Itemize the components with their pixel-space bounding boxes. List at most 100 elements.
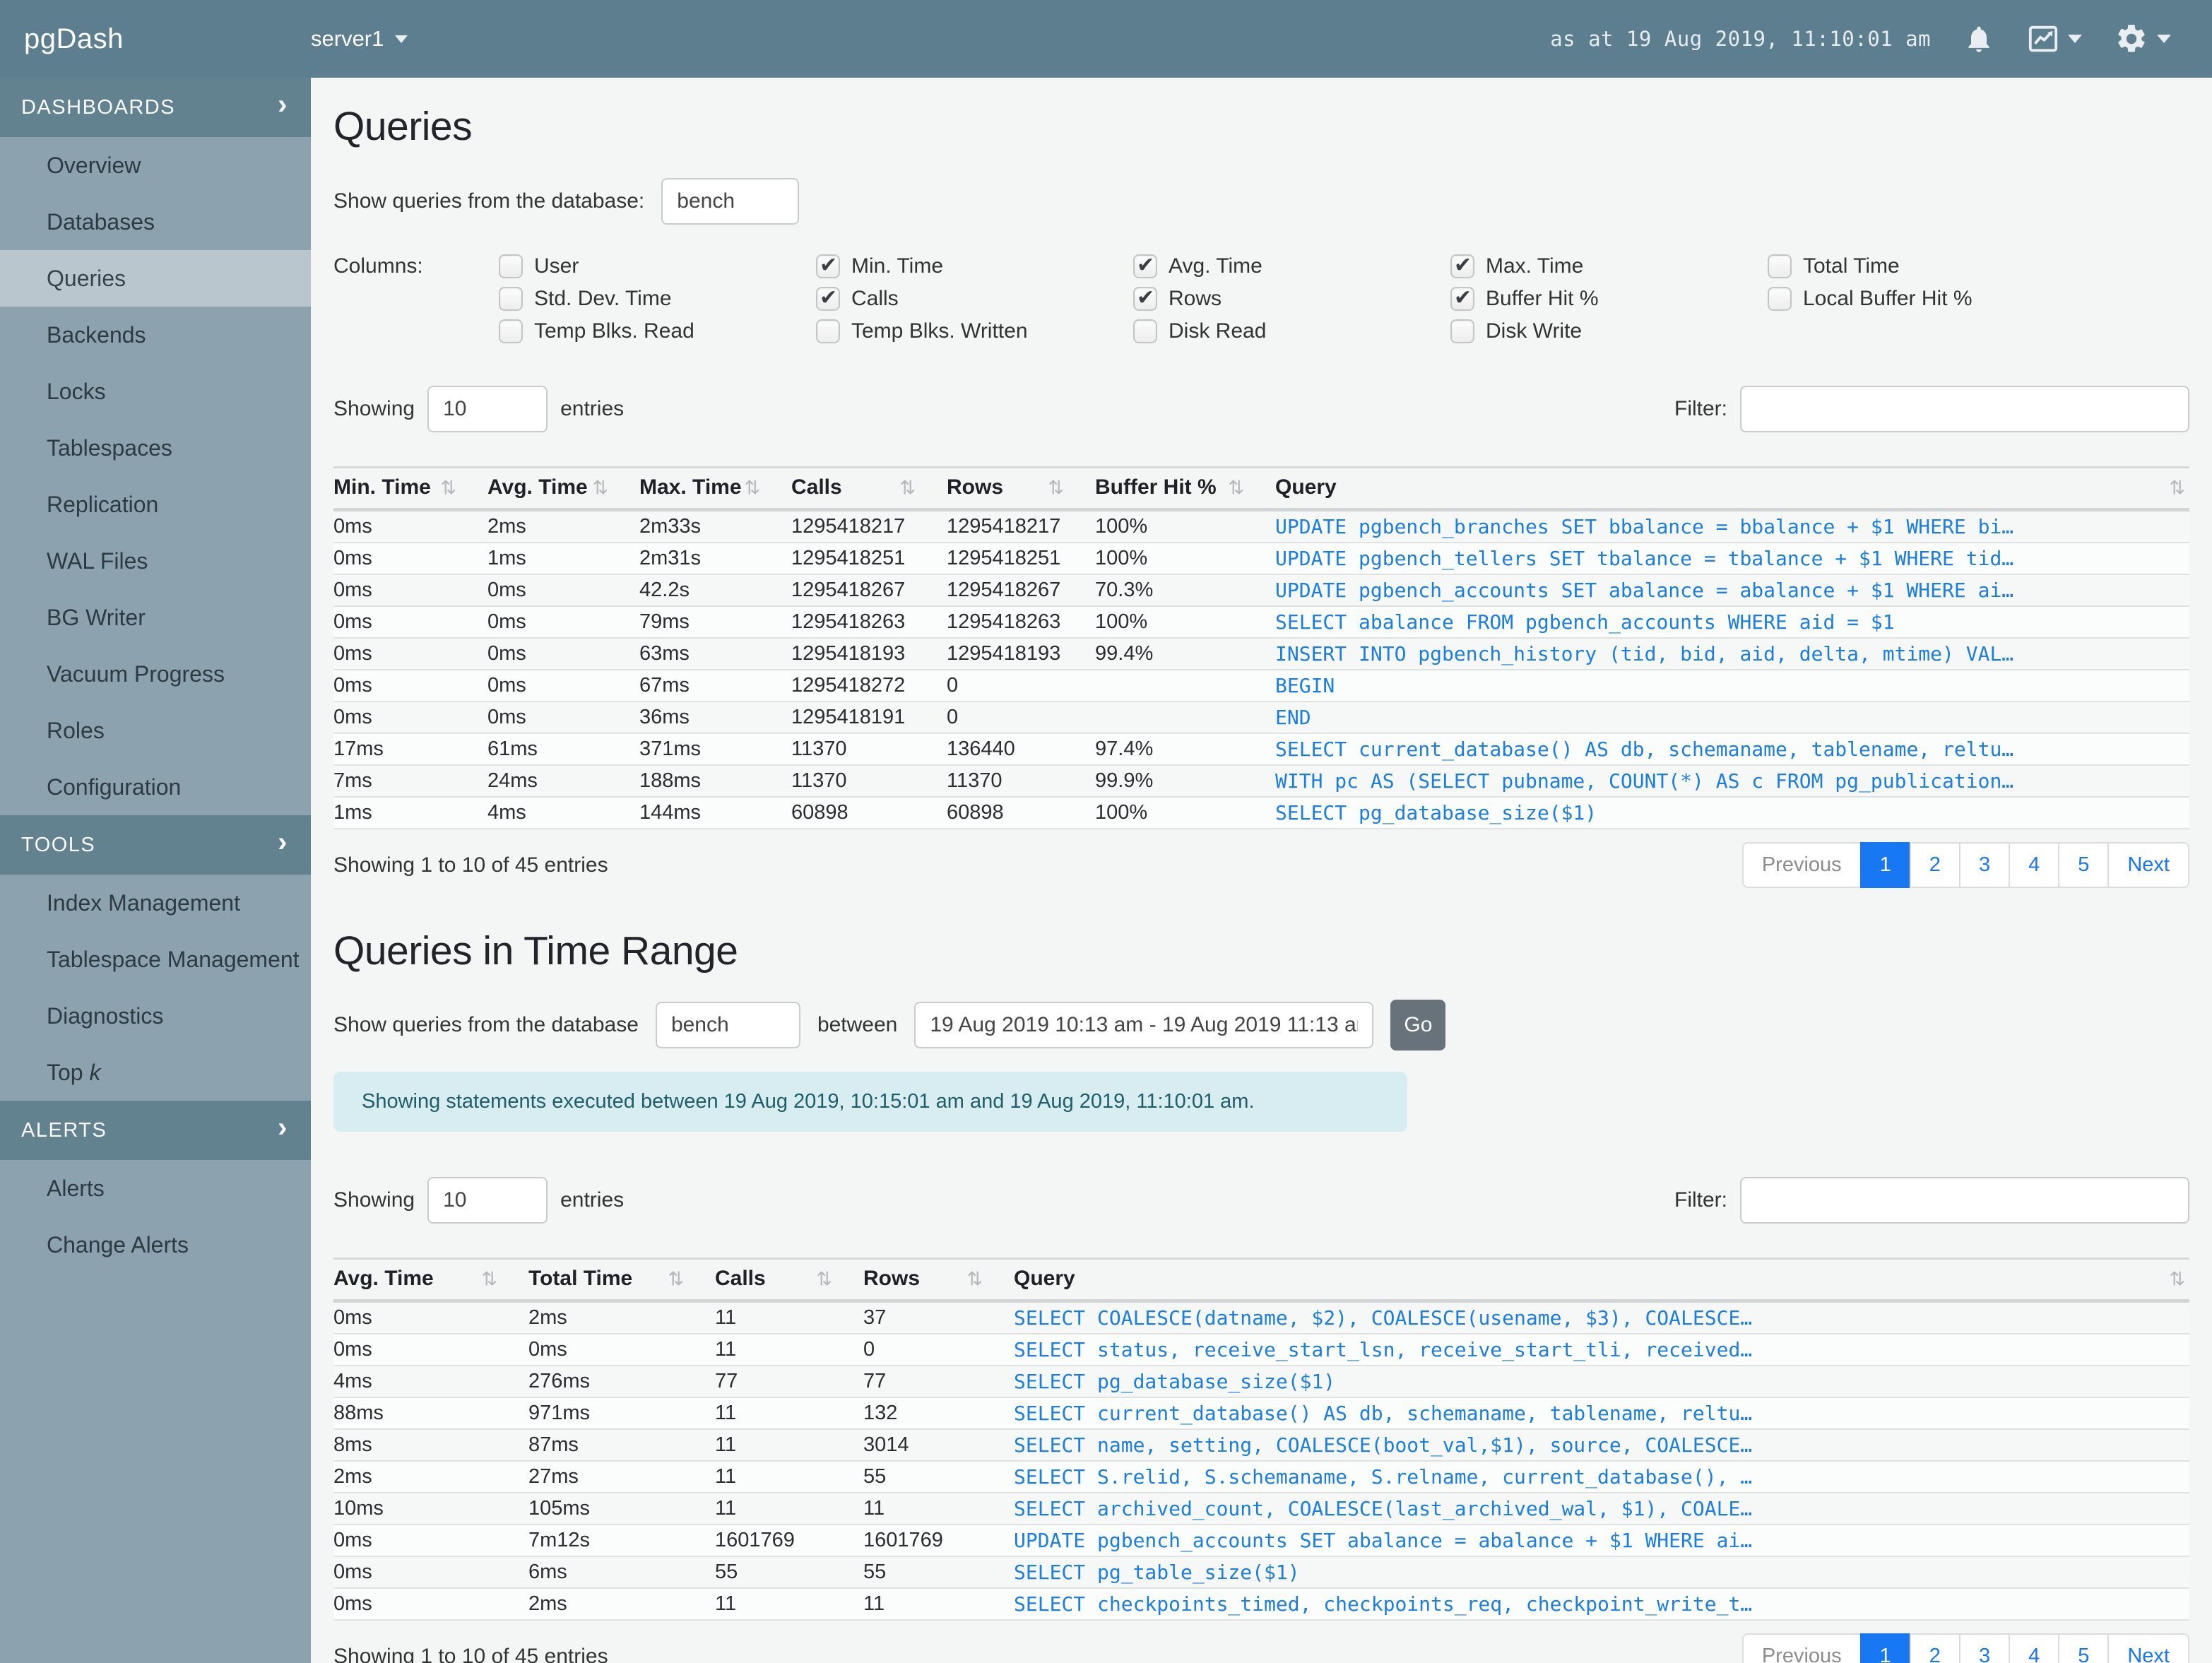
page-4-button[interactable]: 4 [2009,1633,2060,1663]
column-header-query[interactable]: Query [1014,1257,2189,1303]
checkbox-unchecked-icon[interactable] [1768,254,1792,278]
sort-icon[interactable] [481,1269,497,1291]
sort-icon[interactable] [1228,478,1244,499]
checkbox-unchecked-icon[interactable] [1450,319,1474,343]
sidebar-item-alerts[interactable]: Alerts [47,1176,105,1201]
notifications-button[interactable] [1963,23,1994,55]
column-header-rows[interactable]: Rows [947,466,1095,511]
query-link[interactable]: SELECT abalance FROM pgbench_accounts WH… [1275,606,2189,639]
query-link[interactable]: SELECT current_database() AS db, scheman… [1275,733,2189,766]
sidebar-section-alerts[interactable]: ALERTS › [0,1101,311,1160]
sort-icon[interactable] [2169,1269,2185,1291]
sort-icon[interactable] [2169,478,2185,499]
checkbox-temp-blks-written[interactable]: Temp Blks. Written [816,315,1133,348]
column-header-calls[interactable]: Calls [791,466,947,511]
checkbox-checked-icon[interactable] [1133,285,1157,311]
sidebar-item-configuration[interactable]: Configuration [47,774,182,800]
sort-icon[interactable] [744,478,760,499]
query-link[interactable]: WITH pc AS (SELECT pubname, COUNT(*) AS … [1275,765,2189,798]
sidebar-section-dashboards[interactable]: DASHBOARDS › [0,78,311,137]
sort-icon[interactable] [440,478,456,499]
sidebar-item-wal-files[interactable]: WAL Files [47,548,148,574]
filter-input[interactable] [1740,386,2189,432]
query-link[interactable]: SELECT archived_count, COALESCE(last_arc… [1014,1493,2189,1525]
settings-menu-button[interactable] [2115,22,2171,56]
sidebar-item-queries[interactable]: Queries [0,250,311,307]
checkbox-checked-icon[interactable] [1133,253,1157,278]
query-link[interactable]: SELECT COALESCE(datname, $2), COALESCE(u… [1014,1301,2189,1334]
entries-count-input[interactable] [427,386,548,432]
database-input[interactable] [661,178,800,225]
sidebar-item-top-k[interactable]: Top k [47,1060,101,1085]
page-5-button[interactable]: 5 [2058,842,2110,888]
checkbox-unchecked-icon[interactable] [499,254,523,278]
column-header-max-time[interactable]: Max. Time [639,466,791,511]
query-link[interactable]: SELECT current_database() AS db, scheman… [1014,1397,2189,1430]
sort-icon[interactable] [966,1269,983,1291]
sort-icon[interactable] [816,1269,832,1291]
query-link[interactable]: SELECT checkpoints_timed, checkpoints_re… [1014,1588,2189,1621]
page-1-button[interactable]: 1 [1859,1633,1911,1663]
page-next-button[interactable]: Next [2107,1633,2189,1663]
query-link[interactable]: SELECT S.relid, S.schemaname, S.relname,… [1014,1461,2189,1493]
sidebar-item-bg-writer[interactable]: BG Writer [47,605,146,630]
column-header-avg-time[interactable]: Avg. Time [333,1257,528,1303]
sort-icon[interactable] [1048,478,1064,499]
query-link[interactable]: UPDATE pgbench_tellers SET tbalance = tb… [1275,543,2189,575]
filter-input-2[interactable] [1740,1177,2189,1224]
query-link[interactable]: END [1275,702,2189,734]
page-4-button[interactable]: 4 [2009,842,2060,888]
app-logo[interactable]: pgDash [24,23,124,54]
checkbox-max-time[interactable]: Max. Time [1450,250,1768,283]
sidebar-item-tablespace-management[interactable]: Tablespace Management [47,947,300,972]
checkbox-checked-icon[interactable] [816,285,840,311]
page-previous-button[interactable]: Previous [1741,1633,1862,1663]
time-range-input[interactable] [914,1002,1374,1048]
query-link[interactable]: UPDATE pgbench_accounts SET abalance = a… [1014,1525,2189,1557]
checkbox-local-buffer-hit[interactable]: Local Buffer Hit % [1768,283,2085,315]
entries-count-input-2[interactable] [427,1177,548,1224]
sidebar-item-tablespaces[interactable]: Tablespaces [47,435,172,461]
column-header-query[interactable]: Query [1275,466,2189,511]
checkbox-calls[interactable]: Calls [816,283,1133,315]
page-3-button[interactable]: 3 [1958,1633,2011,1663]
checkbox-total-time[interactable]: Total Time [1768,250,2085,283]
charts-menu-button[interactable] [2027,23,2082,55]
query-link[interactable]: SELECT pg_database_size($1) [1014,1366,2189,1398]
sidebar-item-overview[interactable]: Overview [47,153,141,178]
checkbox-unchecked-icon[interactable] [499,287,523,311]
sort-icon[interactable] [592,478,608,499]
sidebar-item-vacuum-progress[interactable]: Vacuum Progress [47,661,225,687]
sidebar-item-replication[interactable]: Replication [47,492,159,517]
query-link[interactable]: SELECT pg_table_size($1) [1014,1556,2189,1589]
checkbox-disk-write[interactable]: Disk Write [1450,315,1768,348]
checkbox-disk-read[interactable]: Disk Read [1133,315,1450,348]
page-previous-button[interactable]: Previous [1741,842,1862,888]
query-link[interactable]: SELECT pg_database_size($1) [1275,797,2189,829]
checkbox-min-time[interactable]: Min. Time [816,250,1133,283]
sidebar-item-locks[interactable]: Locks [47,379,106,404]
checkbox-unchecked-icon[interactable] [499,319,523,343]
checkbox-unchecked-icon[interactable] [816,319,840,343]
checkbox-unchecked-icon[interactable] [1133,319,1157,343]
checkbox-user[interactable]: User [499,250,816,283]
sidebar-section-tools[interactable]: TOOLS › [0,815,311,875]
column-header-min-time[interactable]: Min. Time [333,466,487,511]
checkbox-std-dev-time[interactable]: Std. Dev. Time [499,283,816,315]
page-1-button[interactable]: 1 [1859,842,1911,888]
query-link[interactable]: BEGIN [1275,670,2189,702]
column-header-total-time[interactable]: Total Time [528,1257,715,1303]
checkbox-temp-blks-read[interactable]: Temp Blks. Read [499,315,816,348]
sidebar-item-diagnostics[interactable]: Diagnostics [47,1003,164,1029]
page-5-button[interactable]: 5 [2058,1633,2110,1663]
column-header-avg-time[interactable]: Avg. Time [487,466,639,511]
page-2-button[interactable]: 2 [1909,1633,1960,1663]
sidebar-item-roles[interactable]: Roles [47,718,105,743]
page-next-button[interactable]: Next [2107,842,2189,888]
checkbox-rows[interactable]: Rows [1133,283,1450,315]
page-3-button[interactable]: 3 [1958,842,2011,888]
sidebar-item-change-alerts[interactable]: Change Alerts [47,1232,189,1257]
database-input-2[interactable] [655,1002,800,1048]
checkbox-buffer-hit[interactable]: Buffer Hit % [1450,283,1768,315]
query-link[interactable]: SELECT name, setting, COALESCE(boot_val,… [1014,1429,2189,1462]
